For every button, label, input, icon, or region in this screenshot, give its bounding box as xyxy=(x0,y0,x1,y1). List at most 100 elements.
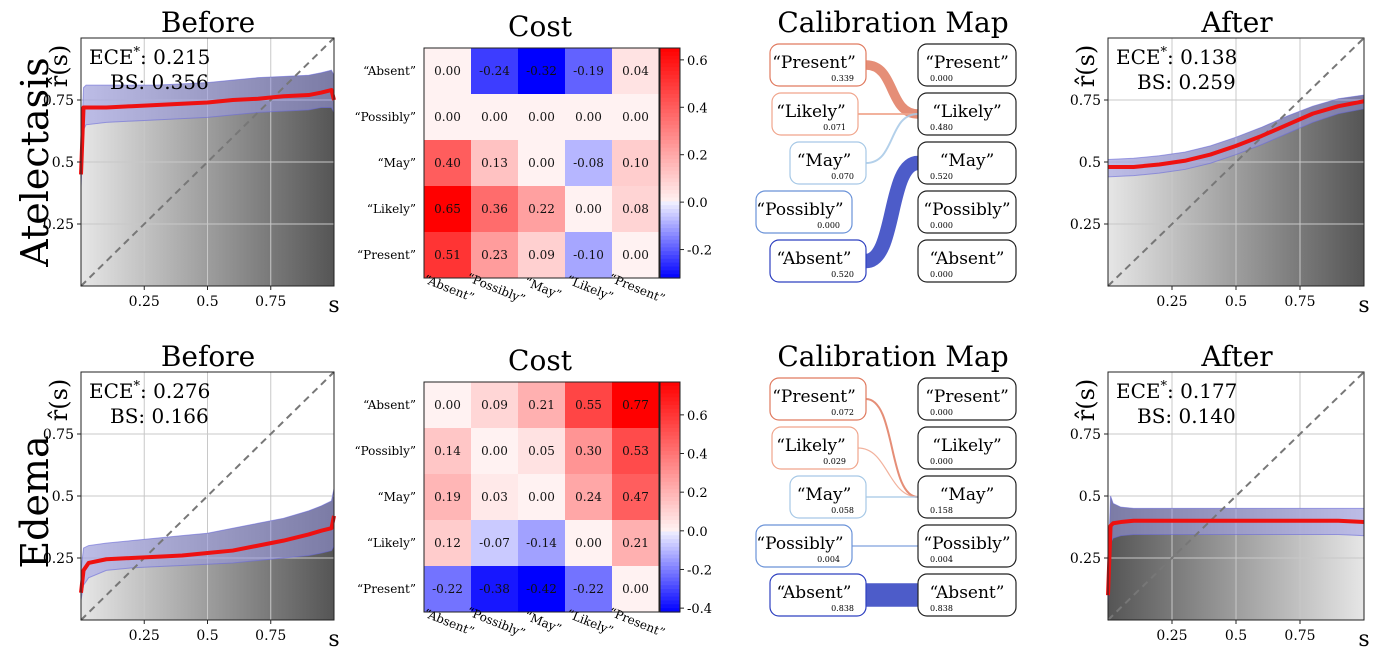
heatmap-cell xyxy=(424,382,472,429)
colorbar-segment xyxy=(660,489,680,494)
heatmap-cell-value: -0.42 xyxy=(526,582,557,596)
colorbar-segment xyxy=(660,451,680,456)
x-axis-label: s xyxy=(1358,627,1369,652)
heatmap-cell-value: -0.22 xyxy=(432,582,463,596)
y-tick-label: 0.5 xyxy=(52,489,74,505)
source-label: “Possibly” xyxy=(756,534,843,554)
heatmap-row-label: “May” xyxy=(378,156,417,170)
title-map-1: Calibration Map xyxy=(777,6,1008,39)
ece-annotation: ECE*: 0.138 xyxy=(1116,45,1237,69)
heatmap-cell-value: 0.05 xyxy=(528,444,555,458)
colorbar-segment xyxy=(660,412,680,418)
ece-annotation: ECE*: 0.215 xyxy=(89,45,210,69)
target-label-probability: 0.000 xyxy=(930,74,953,83)
source-label-box xyxy=(769,43,867,87)
target-label: “Possibly” xyxy=(923,200,1010,220)
target-label-box xyxy=(917,377,1017,421)
heatmap-col-label: “May” xyxy=(523,275,564,302)
target-label-probability: 0.000 xyxy=(930,221,953,230)
colorbar-tick-label: 0.4 xyxy=(687,448,708,463)
colorbar-segment xyxy=(660,151,680,156)
heatmap-cell xyxy=(565,232,613,279)
heatmap-cell-value: 0.21 xyxy=(622,536,649,550)
row-label-edema: Edema xyxy=(13,435,57,568)
source-label-box xyxy=(769,239,867,283)
bs-annotation: BS: 0.259 xyxy=(1137,70,1236,94)
colorbar-segment xyxy=(660,585,680,590)
heatmap-cell-value: 0.10 xyxy=(622,156,649,170)
heatmap-cell-value: 0.04 xyxy=(622,64,649,78)
colorbar-segment xyxy=(660,439,680,444)
colorbar-segment xyxy=(660,117,680,122)
heatmap-row-label: “Absent” xyxy=(363,398,416,412)
colorbar-tick-label: 0.6 xyxy=(687,409,708,424)
calibration-flow xyxy=(864,155,920,269)
colorbar-segment xyxy=(660,454,680,460)
heatmap-cell-value: -0.10 xyxy=(573,248,604,262)
target-label-probability: 0.000 xyxy=(930,457,953,466)
heatmap-cell xyxy=(565,520,613,567)
colorbar-segment xyxy=(660,523,680,529)
colorbar-tick-label: 0.0 xyxy=(687,196,708,211)
source-label: “May” xyxy=(797,485,852,505)
colorbar-segment xyxy=(660,577,680,582)
heatmap-cell xyxy=(518,232,566,279)
colorbar-segment xyxy=(660,243,680,248)
bs-annotation: BS: 0.356 xyxy=(110,70,209,94)
colorbar-segment xyxy=(660,78,680,84)
heatmap-cell xyxy=(518,140,566,187)
colorbar-segment xyxy=(660,258,680,264)
heatmap-cell-value: 0.65 xyxy=(434,202,461,216)
target-label-probability: 0.158 xyxy=(930,506,953,515)
heatmap-cell xyxy=(424,566,472,613)
title-cost-1: Cost xyxy=(508,10,573,43)
heatmap-cell xyxy=(471,94,519,141)
calibration-flow xyxy=(857,447,919,498)
target-label-probability: 0.000 xyxy=(930,270,953,279)
heatmap-cell xyxy=(424,474,472,521)
colorbar-segment xyxy=(660,193,680,199)
source-label: “May” xyxy=(797,151,852,171)
colorbar-segment xyxy=(660,209,680,214)
heatmap-cell xyxy=(424,48,472,95)
calibration-curve xyxy=(79,515,336,593)
bs-value: 0.140 xyxy=(1179,404,1236,428)
colorbar-segment xyxy=(660,431,680,437)
x-axis-label: s xyxy=(328,627,339,652)
heatmap-cell xyxy=(518,428,566,475)
y-tick-label: 0.75 xyxy=(43,427,74,443)
colorbar-segment xyxy=(660,493,680,498)
colorbar-segment xyxy=(660,147,680,153)
colorbar-segment xyxy=(660,197,680,202)
colorbar-frame xyxy=(659,381,681,613)
colorbar-segment xyxy=(660,128,680,133)
heatmap-cell xyxy=(565,48,613,95)
heatmap-cell-value: 0.00 xyxy=(575,110,602,124)
heatmap-cell-value: -0.24 xyxy=(479,64,510,78)
target-label-box xyxy=(917,573,1017,617)
colorbar-segment xyxy=(660,140,680,145)
heatmap-cell-value: 0.08 xyxy=(622,202,649,216)
flow-layer xyxy=(858,60,920,269)
source-label-box xyxy=(769,573,867,617)
heatmap-cell xyxy=(612,186,660,233)
heatmap-cell xyxy=(612,474,660,521)
colorbar-segment xyxy=(660,205,680,210)
calibration-curve xyxy=(79,88,336,175)
colorbar-segment xyxy=(660,63,680,68)
calibration-flow xyxy=(865,60,919,119)
heatmap-cell-value: 0.00 xyxy=(434,398,461,412)
calibration-curve xyxy=(1108,99,1365,169)
heatmap-cell-value: 0.00 xyxy=(575,536,602,550)
colorbar-segment xyxy=(660,424,680,429)
colorbar-segment xyxy=(660,581,680,586)
heatmap-cell-value: 0.21 xyxy=(528,398,555,412)
title-after-2: After xyxy=(1200,340,1273,373)
colorbar-segment xyxy=(660,408,680,414)
y-axis-label: r̂(s) xyxy=(45,45,73,88)
heatmap-cell xyxy=(565,566,613,613)
flow-layer xyxy=(852,397,919,607)
source-label: “Likely” xyxy=(776,102,846,122)
colorbar-segment xyxy=(660,420,680,425)
colorbar-segment xyxy=(660,270,680,275)
